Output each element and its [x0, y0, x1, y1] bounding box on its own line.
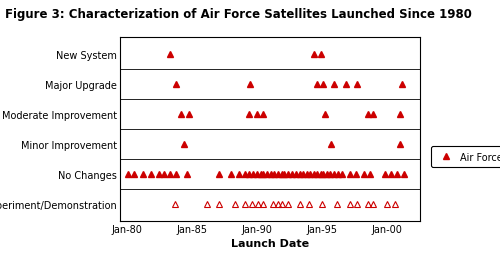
Text: Figure 3: Characterization of Air Force Satellites Launched Since 1980: Figure 3: Characterization of Air Force …: [5, 8, 472, 21]
X-axis label: Launch Date: Launch Date: [231, 238, 309, 248]
Legend: Air Force: Air Force: [431, 146, 500, 168]
